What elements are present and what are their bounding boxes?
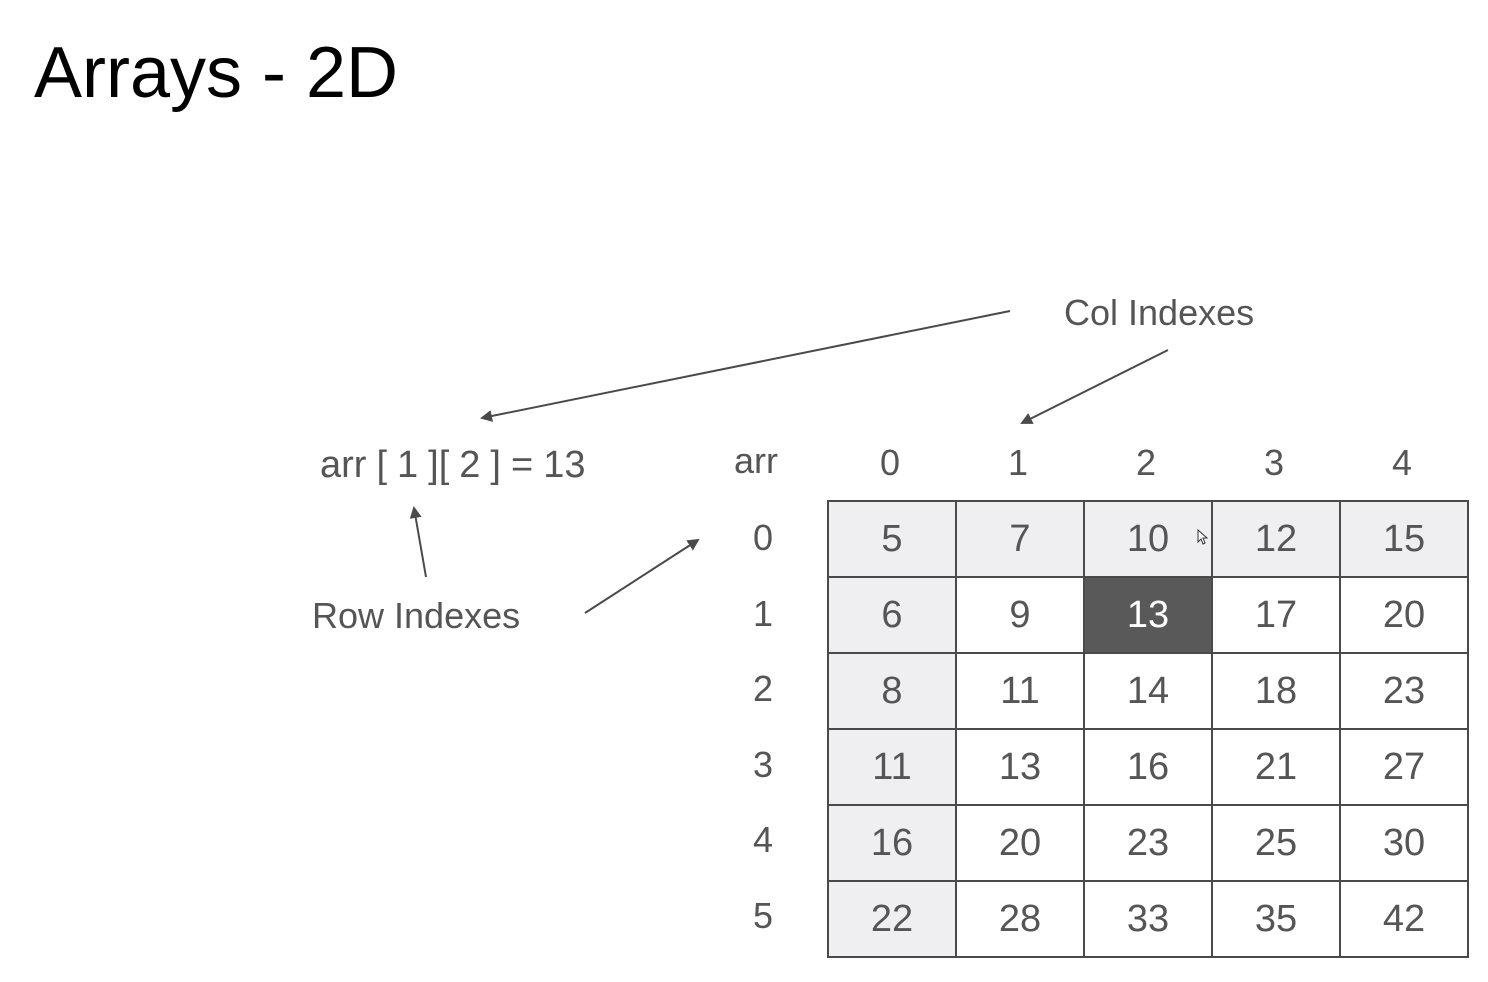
- array-cell: 9: [955, 576, 1085, 654]
- expression-equals: =: [510, 444, 534, 486]
- array-cell: 42: [1339, 880, 1469, 958]
- col-header-4: 4: [1391, 442, 1413, 483]
- expression-bracket: [: [438, 444, 450, 486]
- row-header-0: 0: [752, 517, 774, 558]
- array-cell: 11: [955, 652, 1085, 730]
- array-cell: 6: [827, 576, 957, 654]
- array-cell: 28: [955, 880, 1085, 958]
- array-cell: 33: [1083, 880, 1213, 958]
- array-cell: 7: [955, 500, 1085, 578]
- row-arrow-to-expression: [409, 506, 427, 578]
- col-header-1: 1: [1007, 442, 1029, 483]
- array-cell: 21: [1211, 728, 1341, 806]
- selected-cell: 13: [1083, 576, 1213, 654]
- array-cell: 25: [1211, 804, 1341, 882]
- array-cell: 17: [1211, 576, 1341, 654]
- array-cell: 8: [827, 652, 957, 730]
- array-row: 11 13 16 21 27: [827, 728, 1469, 806]
- row-header-2: 2: [752, 668, 774, 709]
- col-header-3: 3: [1263, 442, 1285, 483]
- array-cell: 30: [1339, 804, 1469, 882]
- array-cell: 13: [955, 728, 1085, 806]
- array-cell: 11: [827, 728, 957, 806]
- array-cell: 10: [1083, 500, 1213, 578]
- row-arrow-to-headers: [584, 538, 700, 614]
- access-expression: arr[1][2] = 13: [320, 443, 585, 487]
- col-indexes-label: Col Indexes: [1064, 292, 1255, 333]
- expression-value: 13: [543, 444, 586, 486]
- array-row: 16 20 23 25 30: [827, 804, 1469, 882]
- row-header-1: 1: [752, 592, 774, 634]
- expression-col-index: 2: [459, 444, 481, 486]
- array-row: 5 7 10 12 15: [827, 500, 1469, 578]
- array-cell: 27: [1339, 728, 1469, 806]
- row-header-4: 4: [752, 819, 774, 860]
- col-header-2: 2: [1135, 442, 1157, 483]
- array-cell: 23: [1083, 804, 1213, 882]
- array-cell: 16: [1083, 728, 1213, 806]
- page-title: Arrays - 2D: [34, 33, 399, 113]
- array-cell: 35: [1211, 880, 1341, 958]
- array-cell: 14: [1083, 652, 1213, 730]
- array-row: 22 28 33 35 42: [827, 880, 1469, 958]
- expression-bracket: [: [376, 444, 388, 486]
- array-cell: 23: [1339, 652, 1469, 730]
- expression-bracket: ]: [490, 444, 501, 486]
- array-cell: 18: [1211, 652, 1341, 730]
- row-header-3: 3: [752, 743, 774, 785]
- array-cell: 22: [827, 880, 957, 958]
- array-grid: 5 7 10 12 15 6 9 13 17 20 8 11 14 18 23 11 13 16 21 27 16 20 2…: [827, 500, 1469, 958]
- array-cell: 20: [955, 804, 1085, 882]
- expression-array-name: arr: [320, 444, 367, 486]
- array-cell: 5: [827, 500, 957, 578]
- row-header-5: 5: [752, 894, 774, 936]
- array-cell: 20: [1339, 576, 1469, 654]
- array-cell: 16: [827, 804, 957, 882]
- expression-bracket: ]: [428, 444, 439, 486]
- array-row: 8 11 14 18 23: [827, 652, 1469, 730]
- expression-row-index: 1: [397, 444, 419, 486]
- row-indexes-label: Row Indexes: [312, 595, 521, 636]
- col-arrow-to-expression: [480, 310, 1011, 422]
- array-cell: 12: [1211, 500, 1341, 578]
- array-row: 6 9 13 17 20: [827, 576, 1469, 654]
- array-cell: 15: [1339, 500, 1469, 578]
- col-arrow-to-headers: [1020, 349, 1169, 424]
- mouse-pointer-icon: [1197, 529, 1209, 545]
- array-name-label: arr: [734, 440, 778, 481]
- col-header-0: 0: [879, 442, 901, 483]
